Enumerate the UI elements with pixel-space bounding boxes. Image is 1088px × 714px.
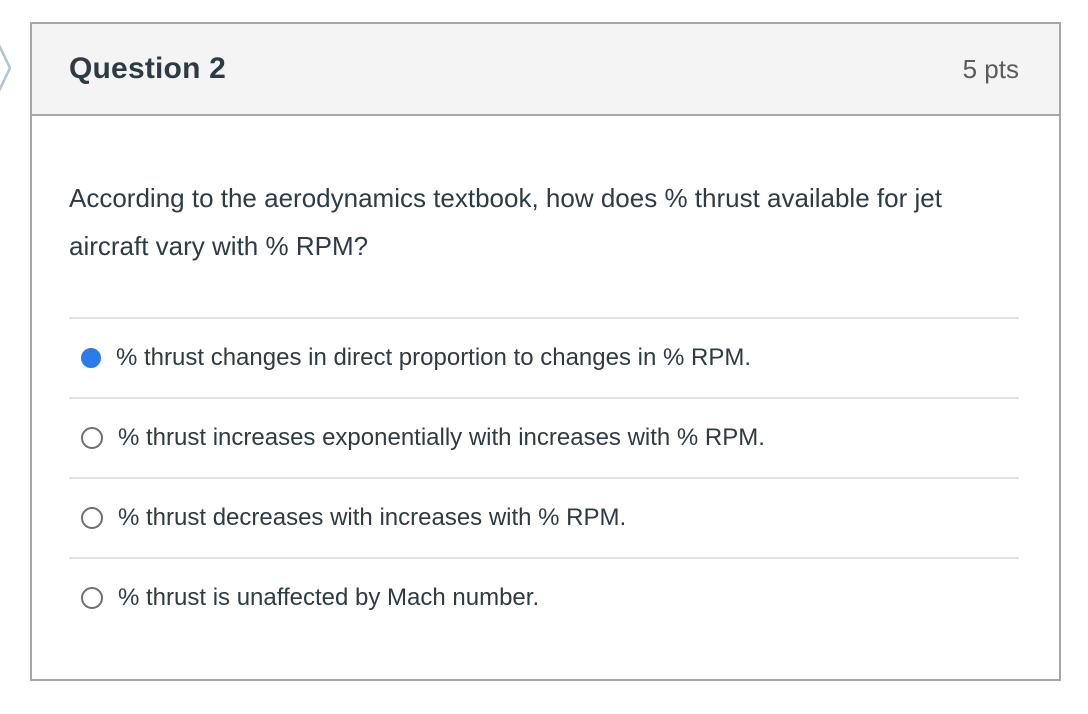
- radio-button[interactable]: [81, 507, 103, 529]
- answer-option-label: % thrust decreases with increases with %…: [118, 504, 627, 531]
- question-card: Question 2 5 pts According to the aerody…: [30, 22, 1061, 681]
- answer-option-label: % thrust increases exponentially with in…: [118, 424, 765, 451]
- answer-options: % thrust changes in direct proportion to…: [69, 317, 1019, 637]
- answer-option-label: % thrust changes in direct proportion to…: [116, 344, 751, 371]
- answer-option-label: % thrust is unaffected by Mach number.: [118, 584, 540, 611]
- question-header: Question 2 5 pts: [32, 24, 1059, 116]
- answer-option[interactable]: % thrust decreases with increases with %…: [69, 477, 1019, 557]
- radio-button[interactable]: [81, 348, 101, 368]
- answer-option[interactable]: % thrust is unaffected by Mach number.: [69, 557, 1019, 637]
- question-prompt: According to the aerodynamics textbook, …: [69, 183, 942, 261]
- answer-option[interactable]: % thrust changes in direct proportion to…: [69, 317, 1019, 397]
- answer-option[interactable]: % thrust increases exponentially with in…: [69, 397, 1019, 477]
- question-points: 5 pts: [962, 53, 1019, 84]
- question-body: According to the aerodynamics textbook, …: [32, 174, 1059, 637]
- radio-button[interactable]: [81, 427, 103, 449]
- chevron-right-icon: [0, 44, 12, 92]
- question-title: Question 2: [69, 52, 227, 85]
- radio-button[interactable]: [81, 587, 103, 609]
